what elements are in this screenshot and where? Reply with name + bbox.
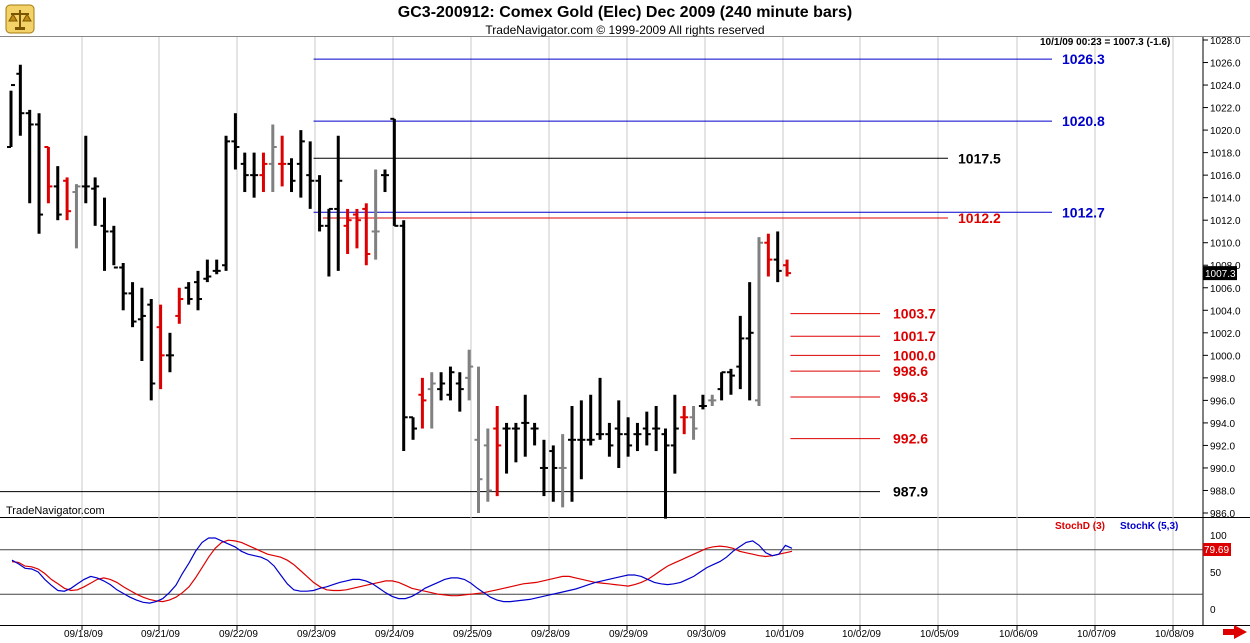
level-label: 1020.8 — [1062, 113, 1105, 129]
stoch-value-box — [1203, 543, 1231, 556]
stoch-tick-label: 100 — [1210, 531, 1227, 542]
level-label: 987.9 — [893, 484, 928, 500]
date-tick-label: 10/06/09 — [999, 629, 1038, 640]
price-tick-label: 1014.0 — [1210, 194, 1241, 205]
date-tick-label: 10/05/09 — [920, 629, 959, 640]
date-axis: 09/18/09 09/21/09 09/22/09 09/23/09 09/24/09… — [64, 625, 1194, 640]
date-tick-label: 09/25/09 — [453, 629, 492, 640]
last-quote-text: 10/1/09 00:23 = 1007.3 (-1.6) — [1040, 37, 1171, 48]
stoch-series-line — [11, 539, 793, 603]
price-axis: 986.0 988.0 990.0 992.0 994.0 996.0 998.0 1000.… — [1203, 36, 1241, 520]
level-label: 1017.5 — [958, 150, 1001, 166]
level-label: 998.6 — [893, 363, 928, 379]
date-tick-label: 09/24/09 — [375, 629, 414, 640]
date-tick-label: 09/28/09 — [531, 629, 570, 640]
stochK-legend: StochK (5,3) — [1120, 521, 1178, 532]
stoch-tick-label: 50 — [1210, 568, 1222, 579]
copyright-text: TradeNavigator.com © 1999-2009 All right… — [485, 23, 765, 37]
level-label: 1000.0 — [893, 347, 936, 363]
date-tick-label: 09/18/09 — [64, 629, 103, 640]
price-tick-label: 990.0 — [1210, 464, 1235, 475]
price-tick-label: 1024.0 — [1210, 81, 1241, 92]
level-label: 1003.7 — [893, 306, 936, 322]
level-label: 1001.7 — [893, 328, 936, 344]
price-tick-label: 988.0 — [1210, 486, 1235, 497]
vertical-grid — [81, 37, 1174, 625]
date-tick-label: 10/08/09 — [1155, 629, 1194, 640]
price-tick-label: 1006.0 — [1210, 284, 1241, 295]
price-tick-label: 1018.0 — [1210, 149, 1241, 160]
watermark-text: TradeNavigator.com — [6, 505, 105, 517]
date-tick-label: 09/29/09 — [609, 629, 648, 640]
price-tick-label: 992.0 — [1210, 441, 1235, 452]
level-label: 996.3 — [893, 389, 928, 405]
price-tick-label: 1002.0 — [1210, 329, 1241, 340]
price-tick-label: 1028.0 — [1210, 36, 1241, 47]
scroll-right-arrow-icon[interactable] — [1222, 625, 1248, 639]
price-tick-label: 996.0 — [1210, 396, 1235, 407]
level-label: 1012.2 — [958, 210, 1001, 226]
price-tick-label: 1010.0 — [1210, 239, 1241, 250]
price-tick-label: 1000.0 — [1210, 351, 1241, 362]
stoch-value-label: 79.69 — [1204, 545, 1229, 556]
stochastic-panel: 100 50 0 StochD (3) StochK (5,3) 79.69 — [0, 521, 1231, 616]
price-tick-label: 1012.0 — [1210, 216, 1241, 227]
price-tick-label: 998.0 — [1210, 374, 1235, 385]
price-levels: 1026.3 1020.8 1017.5 1012.7 1012.2 1003.7 1001… — [0, 51, 1105, 500]
stoch-tick-label: 0 — [1210, 605, 1216, 616]
level-label: 1026.3 — [1062, 51, 1105, 67]
price-tick-label: 1004.0 — [1210, 306, 1241, 317]
date-tick-label: 10/01/09 — [765, 629, 804, 640]
chart-title: GC3-200912: Comex Gold (Elec) Dec 2009 (… — [397, 4, 853, 21]
date-tick-label: 10/02/09 — [842, 629, 881, 640]
date-tick-label: 09/21/09 — [141, 629, 180, 640]
date-tick-label: 09/30/09 — [687, 629, 726, 640]
scales-logo-icon — [5, 4, 35, 34]
stoch-series-line — [11, 537, 793, 604]
last-price-box — [1203, 266, 1237, 281]
ohlc-bars — [7, 64, 792, 519]
level-label: 1012.7 — [1062, 204, 1105, 220]
date-tick-label: 09/22/09 — [219, 629, 258, 640]
date-tick-label: 10/07/09 — [1077, 629, 1116, 640]
price-tick-label: 1020.0 — [1210, 126, 1241, 137]
last-price-label: 1007.3 — [1205, 269, 1236, 280]
stochD-legend: StochD (3) — [1055, 521, 1105, 532]
price-tick-label: 1022.0 — [1210, 104, 1241, 115]
level-label: 992.6 — [893, 431, 928, 447]
price-tick-label: 1026.0 — [1210, 59, 1241, 70]
price-tick-label: 1016.0 — [1210, 171, 1241, 182]
price-tick-label: 994.0 — [1210, 419, 1235, 430]
price-tick-label: 986.0 — [1210, 509, 1235, 520]
date-tick-label: 09/23/09 — [297, 629, 336, 640]
